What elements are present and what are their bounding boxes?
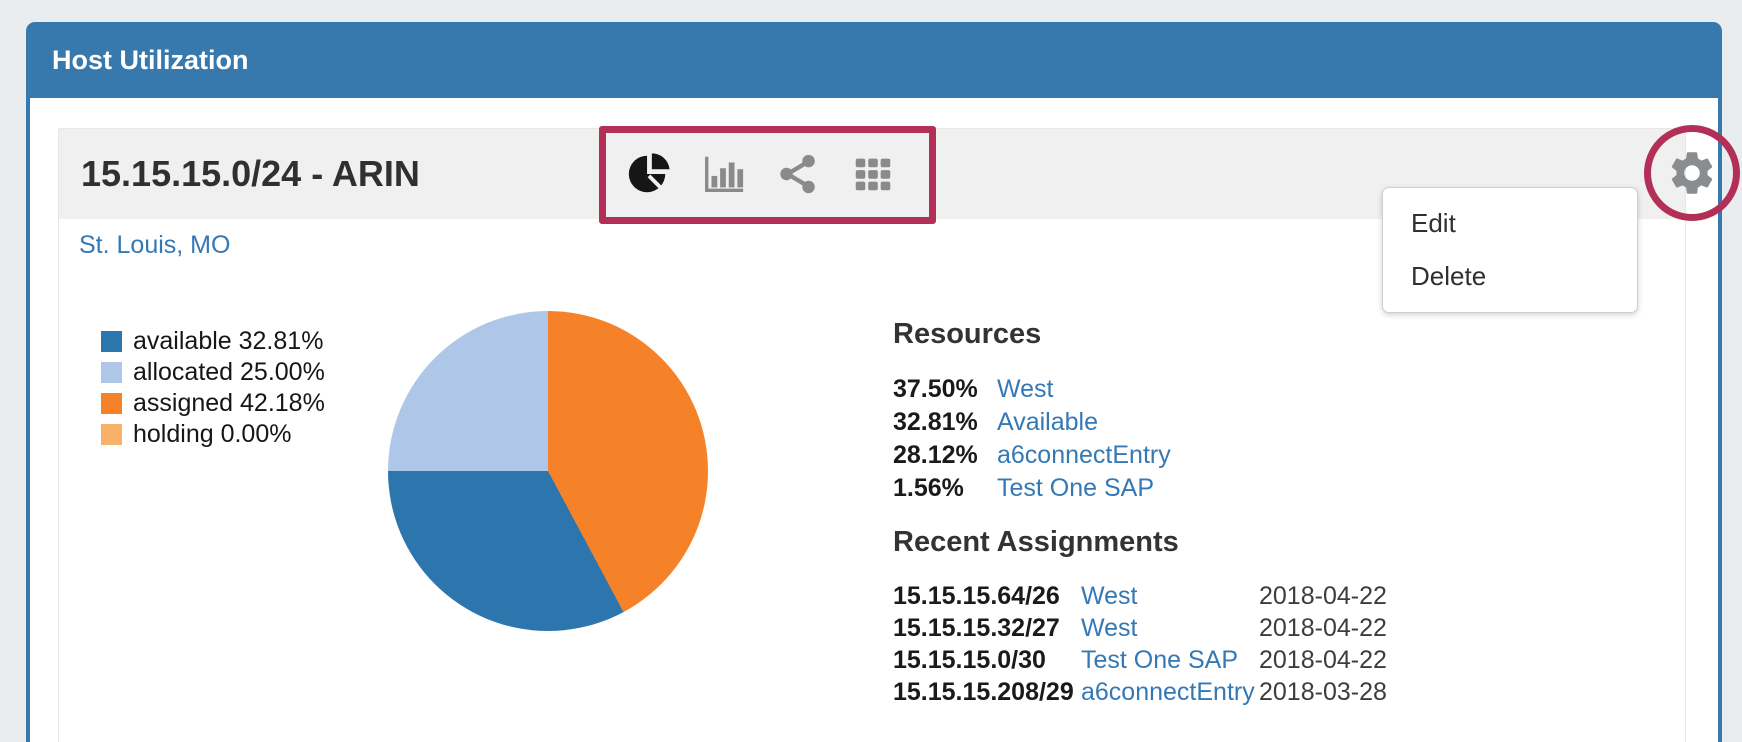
assignment-row: 15.15.15.32/27 West 2018-04-22: [893, 612, 1513, 644]
pie-legend: available 32.81% allocated 25.00% assigned…: [101, 326, 325, 450]
legend-swatch-available: [101, 331, 122, 352]
location-link[interactable]: St. Louis, MO: [79, 231, 231, 259]
legend-item-allocated: allocated 25.00%: [101, 357, 325, 388]
host-utilization-panel: Host Utilization 15.15.15.0/24 - ARIN: [26, 22, 1740, 742]
assignment-resource-link[interactable]: West: [1081, 582, 1138, 610]
resources-heading: Resources: [893, 318, 1042, 350]
resource-percent: 1.56%: [893, 474, 964, 502]
view-toolbar: [625, 129, 896, 219]
assignment-resource-link[interactable]: a6connectEntry: [1081, 678, 1255, 706]
assignment-resource-link[interactable]: West: [1081, 614, 1138, 642]
block-card: 15.15.15.0/24 - ARIN Edit Delete St. Loui…: [58, 125, 1740, 742]
resources-list: 37.50% West 32.81% Available 28.12% a6connect…: [893, 373, 1513, 505]
legend-label: assigned 42.18%: [133, 389, 325, 417]
menu-item-delete[interactable]: Delete: [1411, 261, 1487, 291]
resource-row: 32.81% Available: [893, 406, 1513, 439]
resource-link[interactable]: Available: [997, 408, 1099, 436]
gear-button[interactable]: [1666, 147, 1718, 199]
assignment-row: 15.15.15.0/30 Test One SAP 2018-04-22: [893, 644, 1513, 676]
resource-link[interactable]: West: [997, 375, 1054, 403]
block-card-header: 15.15.15.0/24 - ARIN Edit Delete: [59, 125, 1740, 313]
assignment-cidr: 15.15.15.64/26: [893, 582, 1060, 610]
resource-row: 37.50% West: [893, 373, 1513, 406]
legend-item-holding: holding 0.00%: [101, 419, 325, 450]
grid-icon[interactable]: [850, 151, 896, 197]
legend-label: available 32.81%: [133, 327, 324, 355]
resource-row: 1.56% Test One SAP: [893, 472, 1513, 505]
legend-item-available: available 32.81%: [101, 326, 325, 357]
resource-percent: 32.81%: [893, 408, 978, 436]
assignments-list: 15.15.15.64/26 West 2018-04-22 15.15.15.32/…: [893, 580, 1513, 708]
assignment-date: 2018-03-28: [1259, 678, 1387, 706]
block-title: 15.15.15.0/24 - ARIN: [81, 153, 420, 194]
panel-body: 15.15.15.0/24 - ARIN Edit Delete St. Loui…: [30, 98, 1740, 742]
assignment-row: 15.15.15.64/26 West 2018-04-22: [893, 580, 1513, 612]
legend-item-assigned: assigned 42.18%: [101, 388, 325, 419]
share-icon[interactable]: [775, 151, 821, 197]
assignment-date: 2018-04-22: [1259, 582, 1387, 610]
assignment-row: 15.15.15.208/29 a6connectEntry 2018-03-28: [893, 676, 1513, 708]
bar-chart-icon[interactable]: [700, 151, 746, 197]
details-column: Resources 37.50% West 32.81% Available 28.12…: [893, 317, 1513, 708]
utilization-pie-chart: [388, 311, 708, 631]
assignment-cidr: 15.15.15.208/29: [893, 678, 1074, 706]
assignment-cidr: 15.15.15.32/27: [893, 614, 1060, 642]
resource-percent: 37.50%: [893, 375, 978, 403]
legend-swatch-assigned: [101, 393, 122, 414]
legend-label: allocated 25.00%: [133, 358, 325, 386]
resource-link[interactable]: a6connectEntry: [997, 441, 1171, 469]
legend-swatch-holding: [101, 424, 122, 445]
assignment-cidr: 15.15.15.0/30: [893, 646, 1046, 674]
assignment-resource-link[interactable]: Test One SAP: [1081, 646, 1239, 674]
legend-swatch-allocated: [101, 362, 122, 383]
menu-item-edit[interactable]: Edit: [1411, 208, 1456, 238]
assignment-date: 2018-04-22: [1259, 614, 1387, 642]
panel-header: Host Utilization: [30, 22, 1718, 98]
resource-percent: 28.12%: [893, 441, 978, 469]
resource-row: 28.12% a6connectEntry: [893, 439, 1513, 472]
gear-dropdown-menu: Edit Delete: [1382, 187, 1638, 313]
recent-assignments-heading: Recent Assignments: [893, 526, 1179, 558]
resource-link[interactable]: Test One SAP: [997, 474, 1155, 502]
panel-title: Host Utilization: [52, 44, 249, 75]
legend-label: holding 0.00%: [133, 420, 292, 448]
pie-chart-icon[interactable]: [625, 151, 671, 197]
assignment-date: 2018-04-22: [1259, 646, 1387, 674]
